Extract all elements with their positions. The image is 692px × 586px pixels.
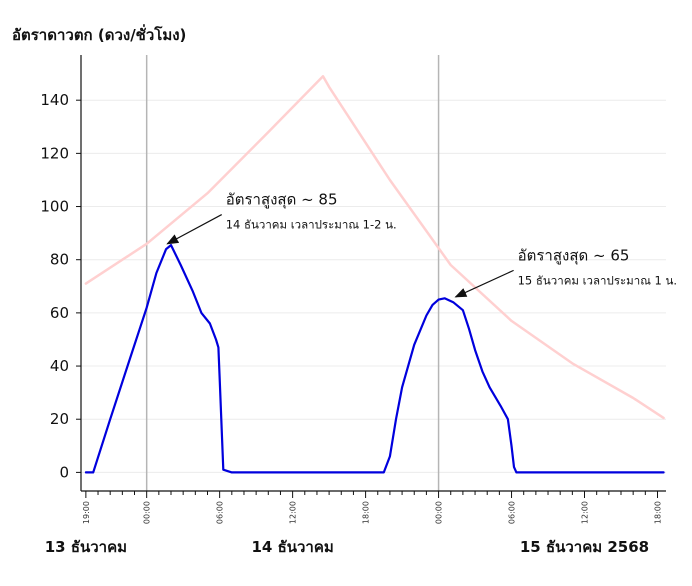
x-tick-label: 06:00	[508, 501, 517, 524]
y-tick-label: 60	[50, 304, 69, 322]
x-tick-label: 19:00	[82, 501, 91, 524]
axes: 0 20 40 60 80 100 120 140 19:00 00:00 06:00 12:00 18…	[40, 55, 666, 556]
x-tick-label: 06:00	[216, 501, 225, 524]
x-tick-label: 18:00	[362, 501, 371, 524]
y-axis-label: อัตราดาวตก (ดวง/ชั่วโมง)	[12, 24, 186, 44]
annotation-arrow	[454, 269, 514, 298]
midnight-lines	[145, 55, 440, 491]
y-tick-label: 100	[40, 198, 69, 216]
y-tick-label: 40	[50, 357, 69, 375]
annotations: อัตราสูงสุด ~ 85 14 ธันวาคม เวลาประมาณ 1-…	[166, 191, 677, 298]
annotation-arrow	[166, 214, 223, 245]
series-lines	[84, 75, 665, 474]
y-tick-label: 80	[50, 251, 69, 269]
date-label: 13 ธันวาคม	[45, 538, 127, 556]
x-tick-label: 00:00	[143, 501, 152, 524]
peak-annotation-subtitle: 14 ธันวาคม เวลาประมาณ 1-2 น.	[226, 218, 397, 232]
x-tick-label: 00:00	[435, 501, 444, 524]
peak-annotation-title: อัตราสูงสุด ~ 85	[226, 191, 338, 210]
y-tick-label: 140	[40, 91, 69, 109]
date-label: 15 ธันวาคม 2568	[520, 538, 649, 556]
x-tick-label: 18:00	[653, 501, 662, 524]
peak-annotation-subtitle: 15 ธันวาคม เวลาประมาณ 1 น.	[518, 273, 677, 287]
reference-curve	[84, 75, 665, 420]
y-tick-label: 120	[40, 144, 69, 162]
meteor-rate-line	[84, 244, 665, 474]
x-tick-label: 12:00	[289, 501, 298, 524]
y-tick-label: 0	[59, 463, 69, 481]
y-tick-label: 20	[50, 410, 69, 428]
date-label: 14 ธันวาคม	[251, 538, 333, 556]
peak-annotation-title: อัตราสูงสุด ~ 65	[518, 246, 630, 265]
x-tick-label: 12:00	[581, 501, 590, 524]
